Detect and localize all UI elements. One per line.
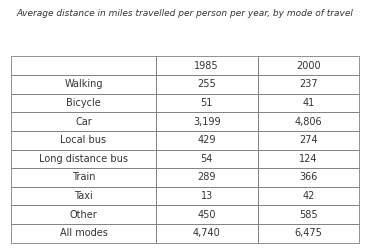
Text: Average distance in miles travelled per person per year, by mode of travel: Average distance in miles travelled per … — [17, 8, 353, 18]
